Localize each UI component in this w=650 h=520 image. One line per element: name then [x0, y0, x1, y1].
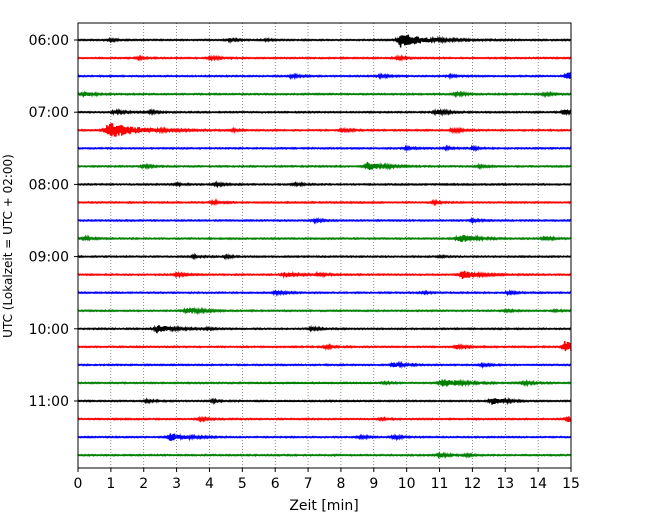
y-tick-label: 11:00 — [29, 394, 69, 410]
seismic-trace — [77, 72, 572, 81]
x-tick-label: 3 — [172, 476, 181, 492]
seismic-trace — [77, 360, 572, 370]
plot-frame — [77, 22, 572, 469]
seismic-trace — [77, 144, 572, 153]
seismic-trace — [77, 433, 572, 442]
seismic-trace — [77, 415, 572, 423]
x-tick-label: 2 — [139, 476, 148, 492]
seismic-traces — [77, 34, 572, 460]
seismic-trace — [77, 90, 572, 99]
seismic-trace — [77, 450, 572, 460]
y-axis-ticks: 06:00 07:00 08:00 09:00 10:00 11:00 — [29, 33, 78, 410]
seismic-trace — [77, 34, 572, 48]
y-tick-label: 09:00 — [29, 250, 69, 266]
y-axis-label: UTC (Lokalzeit = UTC + 02:00) — [1, 154, 15, 338]
seismic-trace — [77, 397, 572, 406]
seismic-trace — [77, 306, 572, 316]
x-axis-ticks: 0 1 2 3 4 5 6 7 8 9 10 11 12 13 14 15 — [74, 468, 580, 492]
x-tick-label: 13 — [496, 476, 514, 492]
seismic-trace — [77, 324, 572, 334]
seismic-trace — [77, 378, 572, 388]
y-tick-label: 07:00 — [29, 105, 69, 121]
x-tick-label: 6 — [271, 476, 280, 492]
seismic-trace — [77, 289, 572, 297]
grid-lines — [110, 23, 539, 468]
seismic-trace — [77, 123, 572, 137]
x-tick-label: 14 — [529, 476, 547, 492]
y-tick-label: 10:00 — [29, 322, 69, 338]
x-tick-label: 0 — [74, 476, 83, 492]
seismic-trace — [77, 54, 572, 63]
seismic-trace — [77, 198, 572, 207]
x-tick-label: 1 — [106, 476, 115, 492]
seismic-trace — [77, 270, 572, 279]
x-tick-label: 5 — [238, 476, 247, 492]
seismic-trace — [77, 161, 572, 171]
y-tick-label: 06:00 — [29, 33, 69, 49]
seismic-trace — [77, 341, 572, 352]
seismic-trace — [77, 234, 572, 243]
x-axis-label: Zeit [min] — [289, 498, 358, 514]
x-tick-label: 15 — [562, 476, 580, 492]
x-tick-label: 12 — [463, 476, 481, 492]
x-tick-label: 10 — [398, 476, 416, 492]
x-tick-label: 4 — [205, 476, 214, 492]
x-tick-label: 8 — [336, 476, 345, 492]
seismic-trace — [77, 180, 572, 189]
y-tick-label: 08:00 — [29, 177, 69, 193]
seismic-trace — [77, 108, 572, 117]
x-tick-label: 11 — [431, 476, 449, 492]
seismic-trace — [77, 252, 572, 261]
x-tick-label: 9 — [369, 476, 378, 492]
seismic-trace — [77, 216, 572, 225]
x-tick-label: 7 — [304, 476, 313, 492]
